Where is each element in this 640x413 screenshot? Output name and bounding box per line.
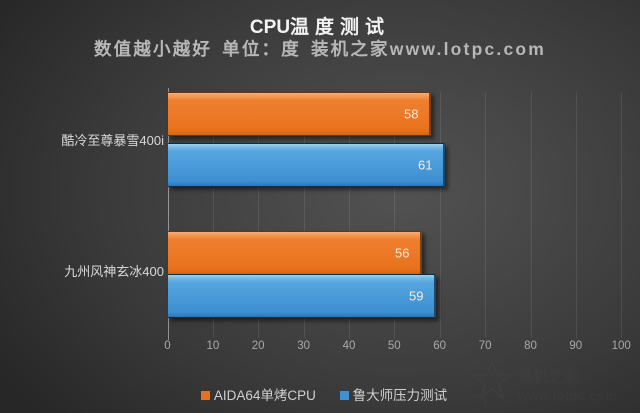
svg-text:www.lotpc.com: www.lotpc.com [517,388,617,403]
svg-text:装机之家: 装机之家 [517,368,578,386]
